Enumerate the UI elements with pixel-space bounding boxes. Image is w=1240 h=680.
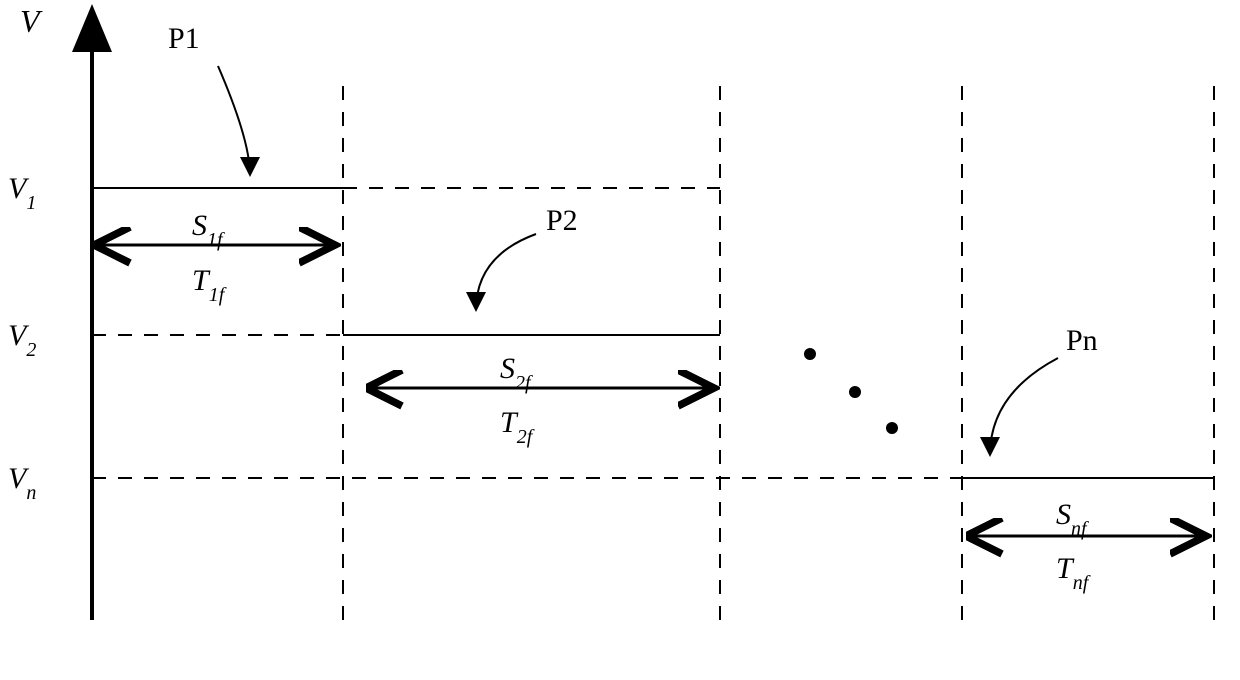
y-tick-label: V2 — [8, 319, 36, 361]
y-tick-label: V1 — [8, 172, 36, 214]
y-axis-label: V — [20, 3, 43, 39]
ellipsis-dot — [804, 348, 816, 360]
pulse-label: P1 — [168, 22, 200, 55]
s-label: Snf — [1056, 498, 1089, 540]
callout-arrow — [476, 234, 536, 310]
callout-arrow — [990, 358, 1058, 455]
t-label: T2f — [500, 406, 535, 448]
pulse-label: Pn — [1066, 324, 1098, 357]
t-label: Tnf — [1056, 552, 1091, 594]
y-tick-label: Vn — [8, 462, 36, 504]
callout-arrow — [218, 66, 250, 175]
ellipsis-dot — [886, 422, 898, 434]
pulse-label: P2 — [546, 204, 578, 237]
diagram-canvas: VV1V2VnS1fT1fP1S2fT2fP2SnfTnfPn — [0, 0, 1240, 680]
ellipsis-dot — [849, 386, 861, 398]
t-label: T1f — [192, 264, 227, 306]
